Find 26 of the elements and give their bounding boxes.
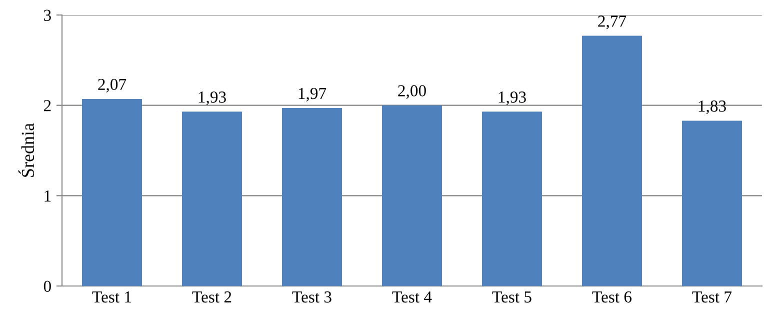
x-tick-label: Test 4	[392, 291, 432, 303]
bar	[482, 112, 542, 286]
x-tick-label: Test 7	[692, 292, 732, 303]
y-axis-title: Średnia	[18, 123, 34, 177]
bar	[182, 112, 242, 286]
data-label: 1,93	[198, 92, 226, 106]
bar	[682, 120, 742, 286]
bar	[282, 108, 342, 286]
data-label: 2,77	[598, 16, 626, 30]
y-tick-label: 1	[44, 190, 51, 202]
y-tick-label: 2	[44, 100, 51, 112]
data-label: 1,93	[498, 92, 526, 106]
x-tick-label: Test 3	[292, 291, 332, 303]
x-tick-label: Test 5	[492, 292, 532, 303]
x-tick-label: Test 1	[92, 291, 132, 303]
data-label: 2,07	[98, 78, 126, 92]
bar	[82, 99, 142, 286]
y-tick-label: 0	[44, 280, 51, 292]
data-label: 1,97	[298, 88, 326, 102]
bar	[382, 105, 442, 286]
data-label: 1,83	[698, 100, 726, 114]
y-tick-label: 3	[44, 10, 51, 21]
data-label: 2,00	[398, 85, 426, 99]
x-tick-label: Test 2	[192, 291, 232, 303]
x-tick-label: Test 6	[592, 291, 632, 303]
bar	[582, 36, 642, 286]
